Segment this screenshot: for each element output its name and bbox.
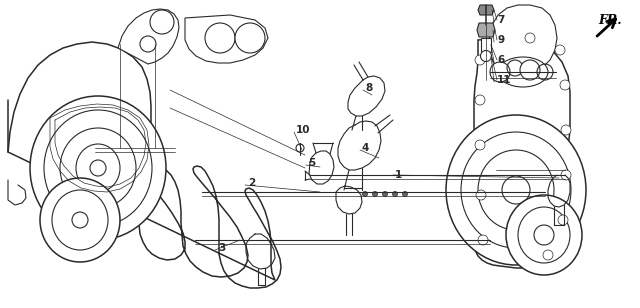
Circle shape	[362, 192, 367, 197]
Circle shape	[150, 10, 174, 34]
Polygon shape	[478, 5, 494, 15]
Circle shape	[502, 176, 530, 204]
Text: 4: 4	[362, 143, 369, 153]
Circle shape	[561, 125, 571, 135]
Circle shape	[555, 45, 565, 55]
Polygon shape	[477, 23, 495, 37]
Circle shape	[392, 192, 397, 197]
Ellipse shape	[30, 96, 166, 240]
Ellipse shape	[446, 115, 586, 265]
Text: 8: 8	[365, 83, 372, 93]
Polygon shape	[185, 15, 268, 63]
Text: 2: 2	[248, 178, 255, 188]
Circle shape	[372, 192, 378, 197]
Circle shape	[475, 55, 485, 65]
Text: 7: 7	[497, 15, 504, 25]
Text: 3: 3	[218, 243, 225, 253]
Polygon shape	[118, 9, 179, 64]
Circle shape	[383, 192, 387, 197]
Text: 1: 1	[395, 170, 403, 180]
Polygon shape	[489, 5, 557, 74]
Polygon shape	[481, 38, 491, 52]
Circle shape	[560, 80, 570, 90]
Ellipse shape	[498, 57, 548, 87]
Circle shape	[490, 62, 510, 82]
Ellipse shape	[506, 195, 582, 275]
Polygon shape	[474, 38, 570, 268]
Circle shape	[90, 160, 106, 176]
Circle shape	[235, 23, 265, 53]
Text: 11: 11	[497, 75, 511, 85]
Circle shape	[525, 33, 535, 43]
Circle shape	[478, 235, 488, 245]
Circle shape	[205, 23, 235, 53]
Circle shape	[543, 250, 553, 260]
Circle shape	[561, 170, 571, 180]
Text: 9: 9	[497, 35, 504, 45]
Circle shape	[475, 95, 485, 105]
Circle shape	[475, 140, 485, 150]
Text: FR.: FR.	[598, 14, 621, 26]
Circle shape	[403, 192, 408, 197]
Circle shape	[296, 144, 304, 152]
Circle shape	[140, 36, 156, 52]
Circle shape	[481, 51, 492, 62]
Circle shape	[476, 190, 486, 200]
Text: 10: 10	[296, 125, 310, 135]
Text: 6: 6	[497, 55, 504, 65]
Circle shape	[520, 60, 540, 80]
Ellipse shape	[40, 178, 120, 262]
Circle shape	[558, 215, 568, 225]
Text: 5: 5	[308, 158, 316, 168]
Polygon shape	[8, 42, 281, 288]
